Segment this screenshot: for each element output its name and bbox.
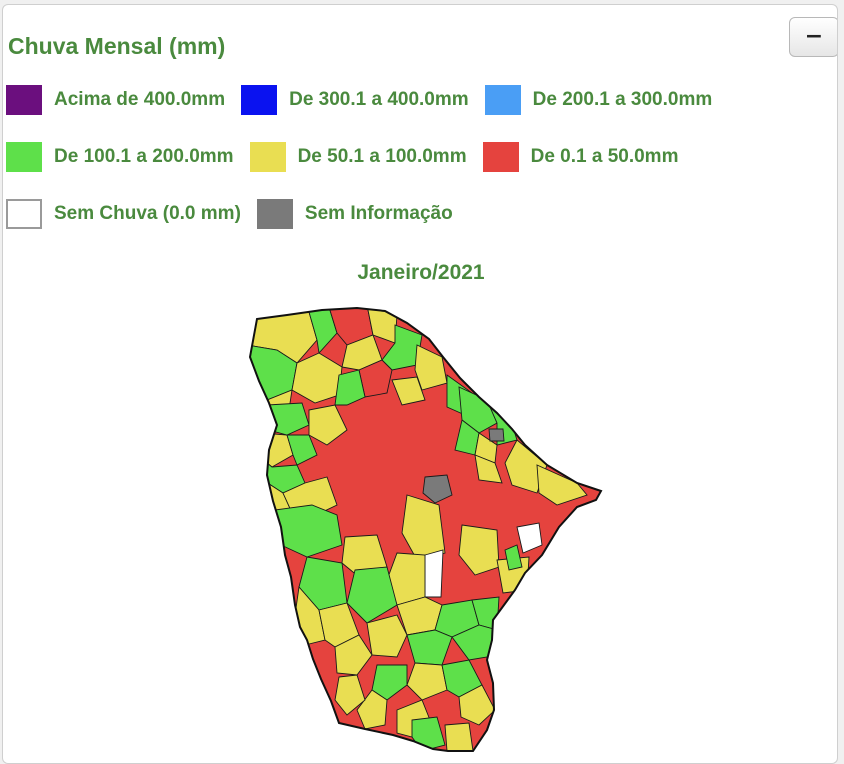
legend-swatch (484, 85, 521, 115)
legend-swatch (256, 199, 293, 229)
ceara-rainfall-map (249, 307, 602, 752)
legend-item-no-information: Sem Informação (256, 199, 453, 229)
legend-label: Acima de 400.0mm (54, 89, 226, 110)
legend-item-no-rain: Sem Chuva (0.0 mm) (6, 199, 241, 229)
map-regions (250, 308, 588, 751)
legend-item-100-200: De 100.1 a 200.0mm (6, 142, 234, 172)
legend-label: De 0.1 a 50.0mm (530, 146, 679, 167)
map-month-title: Janeiro/2021 (357, 261, 485, 284)
legend-label: De 300.1 a 400.0mm (289, 89, 469, 110)
legend-row-3: Sem Chuva (0.0 mm) Sem Informação (6, 199, 469, 229)
legend-row-1: Acima de 400.0mm De 300.1 a 400.0mm De 2… (6, 85, 728, 115)
map-region (391, 376, 426, 406)
map-region (458, 524, 500, 576)
map-region (371, 664, 408, 701)
legend-swatch (241, 85, 278, 115)
map-region (346, 566, 398, 624)
legend-item-0-50: De 0.1 a 50.0mm (482, 142, 679, 172)
legend-item-200-300: De 200.1 a 300.0mm (484, 85, 713, 115)
legend-item-above-400: Acima de 400.0mm (6, 85, 225, 115)
map-region (286, 434, 318, 466)
legend-swatch (6, 85, 42, 115)
map-region (406, 629, 453, 666)
legend-label: De 200.1 a 300.0mm (532, 89, 713, 110)
map-region (334, 634, 373, 676)
map-region (406, 662, 448, 701)
legend-swatch (249, 142, 286, 172)
map-region (334, 674, 366, 716)
map-region (422, 474, 453, 504)
collapse-button[interactable]: − (789, 17, 837, 57)
map-region (334, 369, 366, 406)
map-region (414, 344, 448, 391)
rainfall-panel: − Chuva Mensal (mm) Acima de 400.0mm De … (2, 4, 838, 764)
legend-item-50-100: De 50.1 a 100.0mm (249, 142, 467, 172)
legend-row-2: De 100.1 a 200.0mm De 50.1 a 100.0mm De … (6, 142, 694, 172)
map-region (444, 722, 474, 751)
legend-swatch (6, 199, 42, 229)
map-region (488, 428, 505, 442)
map-region (424, 549, 444, 598)
panel-title: Chuva Mensal (mm) (8, 33, 226, 59)
map-region (306, 308, 338, 355)
map-region (458, 684, 496, 726)
legend-item-300-400: De 300.1 a 400.0mm (241, 85, 469, 115)
legend-label: Sem Informação (304, 203, 453, 224)
map-region (356, 689, 388, 730)
legend-label: Sem Chuva (0.0 mm) (54, 203, 241, 224)
legend-swatch (6, 142, 42, 172)
legend-label: De 100.1 a 200.0mm (54, 146, 234, 167)
map-region (504, 544, 523, 571)
legend-label: De 50.1 a 100.0mm (297, 146, 467, 167)
map-region (366, 614, 408, 658)
map-region (411, 716, 446, 751)
legend-swatch (482, 142, 519, 172)
map-region (308, 404, 348, 446)
map-region (516, 522, 543, 554)
map-region (474, 454, 503, 484)
